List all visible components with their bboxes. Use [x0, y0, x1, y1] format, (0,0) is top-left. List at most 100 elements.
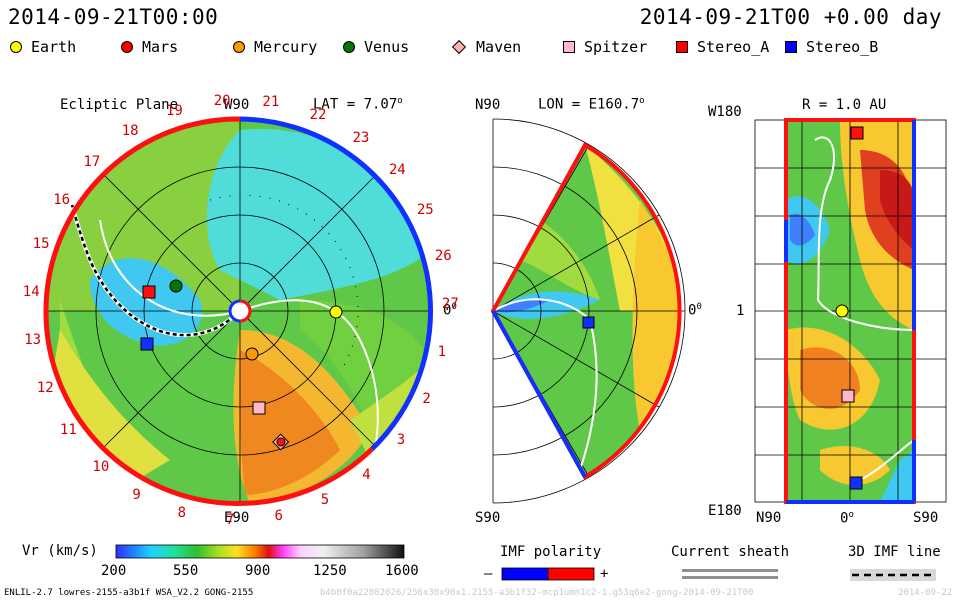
carrington-label: 22 — [309, 106, 327, 123]
colorbar-tick: 900 — [245, 563, 271, 579]
carrington-label: 6 — [274, 507, 283, 524]
legend-item-earth: Earth — [10, 38, 76, 56]
carrington-label: 3 — [396, 432, 406, 449]
carrington-label: 14 — [22, 283, 40, 300]
legend-label: Maven — [476, 38, 522, 56]
model-info: ENLIL-2.7 lowres-2155-a3b1f WSA_V2.2 GON… — [4, 588, 254, 598]
rim-positive — [43, 116, 374, 507]
legend-label: Spitzer — [584, 38, 648, 56]
sun-polarity — [239, 299, 252, 323]
stereo-b-marker — [140, 337, 154, 351]
meridional-velocity-map — [493, 145, 680, 477]
degree-sign: o — [639, 96, 645, 106]
ecliptic-sector-boundaries — [99, 219, 379, 451]
venus-marker — [169, 279, 183, 293]
carrington-label: 18 — [121, 123, 139, 140]
imf-plus-sign: + — [600, 566, 609, 582]
earth-orbit-ticks — [209, 194, 359, 373]
elapsed-datetime: 2014-09-21T00 +0.00 day — [639, 5, 942, 29]
stereo-b-icon — [785, 41, 797, 53]
radial-x-mid: 0o — [840, 510, 854, 527]
run-datetime: 2014-09-21T00:00 — [8, 5, 219, 29]
carrington-label: 8 — [177, 504, 187, 521]
meridional-rim-negative — [491, 310, 587, 478]
radial-bottom-label: E180 — [708, 503, 742, 519]
latitude-label: LAT = 7.07o — [313, 96, 403, 113]
carrington-label: 13 — [24, 332, 42, 349]
spitzer-marker — [252, 401, 266, 415]
sheath-swatch-top — [682, 569, 778, 572]
mars-marker — [276, 437, 286, 447]
radial-stereo-a-marker — [850, 126, 864, 140]
carrington-label: 5 — [320, 492, 330, 509]
carrington-label: 19 — [165, 102, 183, 119]
radial-x-right: S90 — [913, 510, 939, 526]
longitude-value: LON = E160.7 — [538, 96, 640, 113]
carrington-label: 7 — [225, 511, 235, 528]
colorbar-label: Vr (km/s) — [22, 543, 98, 559]
carrington-label: 10 — [92, 458, 110, 475]
legend-item-spitzer: Spitzer — [563, 38, 647, 56]
legend-label: Mars — [142, 38, 179, 56]
legend-label: Mercury — [254, 38, 318, 56]
earth-marker — [329, 305, 343, 319]
imf-polarity-title: IMF polarity — [500, 544, 602, 560]
radial-x-left: N90 — [756, 510, 782, 526]
carrington-label: 9 — [132, 486, 141, 503]
legend-item-stereo-b: Stereo_B — [785, 38, 878, 56]
carrington-label: 21 — [262, 94, 280, 111]
colorbar-tick: 1600 — [385, 563, 419, 579]
carrington-label: 4 — [362, 466, 371, 483]
legend-label: Venus — [364, 38, 410, 56]
earth-icon — [10, 41, 22, 53]
mercury-icon — [233, 41, 245, 53]
carrington-label: 23 — [352, 129, 370, 146]
run-info: b4b0f0a22082026/256x30x90x1.2155-a3b1f32… — [320, 588, 754, 598]
imf3d-title: 3D IMF line — [848, 544, 941, 560]
radial-mid-label: 1 — [736, 303, 745, 319]
ecliptic-title: Ecliptic Plane — [60, 97, 179, 113]
degree-sign: 0 — [696, 302, 702, 312]
longitude-label: LON = E160.7o — [538, 96, 645, 113]
meridional-top-label: N90 — [475, 97, 501, 113]
legend-item-mars: Mars — [121, 38, 178, 56]
colorbar-tick: 550 — [173, 563, 199, 579]
spitzer-icon — [563, 41, 575, 53]
degree-sign: 0 — [451, 302, 457, 312]
ecliptic-imf-line — [70, 204, 241, 337]
legend-label: Earth — [31, 38, 77, 56]
imf-positive-swatch — [547, 567, 595, 581]
radial-top-label: W180 — [708, 104, 742, 120]
carrington-label: 15 — [32, 235, 50, 252]
carrington-label: 27 — [441, 295, 459, 312]
colorbar-tick: 1250 — [313, 563, 347, 579]
meridional-stereo-b-marker — [582, 316, 595, 329]
colorbar-tick: 200 — [101, 563, 127, 579]
legend-item-mercury: Mercury — [233, 38, 317, 56]
radius-label: R = 1.0 AU — [802, 97, 887, 113]
radial-sector-boundaries — [814, 136, 915, 481]
carrington-label: 16 — [53, 191, 71, 208]
meridional-right-label: 00 — [688, 302, 702, 319]
legend-label: Stereo_B — [806, 38, 879, 56]
legend-item-maven: Maven — [451, 38, 522, 56]
ecliptic-right-label: 00 — [443, 302, 457, 319]
radial-earth-marker — [835, 304, 849, 318]
degree-sign: o — [848, 510, 854, 520]
radial-spitzer-marker — [841, 389, 855, 403]
stereo-a-icon — [676, 41, 688, 53]
ecliptic-top-label: W90 — [224, 97, 250, 113]
carrington-label: 20 — [213, 92, 231, 109]
carrington-label: 25 — [416, 202, 434, 219]
mars-icon — [121, 41, 133, 53]
sheath-swatch-bottom — [682, 576, 778, 579]
current-sheath-title: Current sheath — [671, 544, 790, 560]
meridional-rim — [490, 142, 682, 480]
carrington-label: 11 — [59, 422, 77, 439]
carrington-label: 2 — [422, 390, 431, 407]
meridional-bottom-label: S90 — [475, 510, 501, 526]
imf-negative-swatch — [501, 567, 549, 581]
degree-sign: o — [397, 96, 403, 106]
ecliptic-right-value: 0 — [443, 302, 452, 319]
